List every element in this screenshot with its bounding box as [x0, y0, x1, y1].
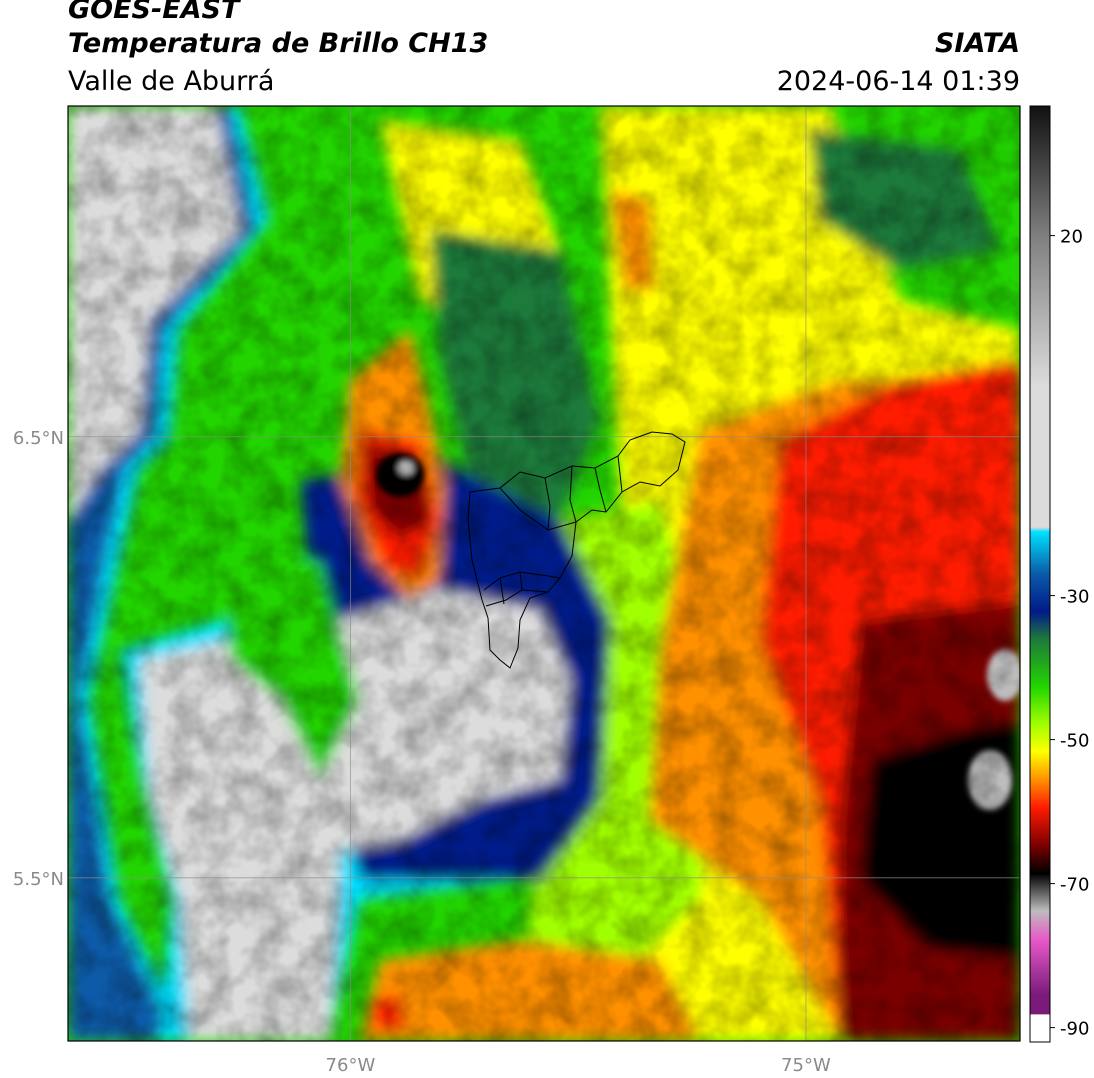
boundary-internal-4 — [594, 467, 607, 513]
boundary-internal-2 — [544, 477, 551, 531]
boundary-internal-3 — [569, 465, 577, 523]
longitude-labels: 76°W 75°W — [326, 1055, 831, 1076]
colorbar-ticks: 20 -30 -50 -70 -90 — [1050, 227, 1089, 1040]
boundary-internal-5 — [617, 455, 623, 493]
boundary-internal-9 — [519, 571, 523, 591]
region-title: Valle de Aburrá — [68, 66, 275, 97]
colorbar-tick-label: 20 — [1060, 227, 1083, 248]
colorbar-tick-label: -50 — [1060, 731, 1089, 752]
longitude-tick-label: 76°W — [326, 1055, 376, 1076]
latitude-tick-label: 5.5°N — [13, 869, 64, 890]
map-frame — [67, 105, 1021, 1042]
boundary-internal-8 — [499, 577, 505, 605]
colorbar — [1029, 105, 1051, 1043]
colorbar-tick-label: -90 — [1060, 1019, 1089, 1040]
latitude-tick-label: 6.5°N — [13, 428, 64, 449]
latitude-labels: 6.5°N 5.5°N — [13, 428, 64, 890]
boundary-internal-1 — [499, 487, 577, 531]
field-texture — [68, 106, 1020, 1041]
gridlines — [68, 106, 1020, 1041]
municipality-boundaries — [467, 431, 686, 669]
longitude-tick-label: 75°W — [781, 1055, 831, 1076]
datetime-label: 2024-06-14 01:39 — [776, 66, 1020, 97]
organization-label: SIATA — [934, 28, 1020, 59]
boundary-outline — [467, 431, 686, 669]
colorbar-tick-label: -70 — [1060, 875, 1089, 896]
brightness-temperature-field — [68, 106, 1020, 1041]
satellite-title: GOES-EAST — [68, 0, 240, 25]
boundary-internal-7 — [485, 589, 549, 607]
product-title: Temperatura de Brillo CH13 — [68, 28, 489, 59]
colorbar-tick-label: -30 — [1060, 587, 1089, 608]
